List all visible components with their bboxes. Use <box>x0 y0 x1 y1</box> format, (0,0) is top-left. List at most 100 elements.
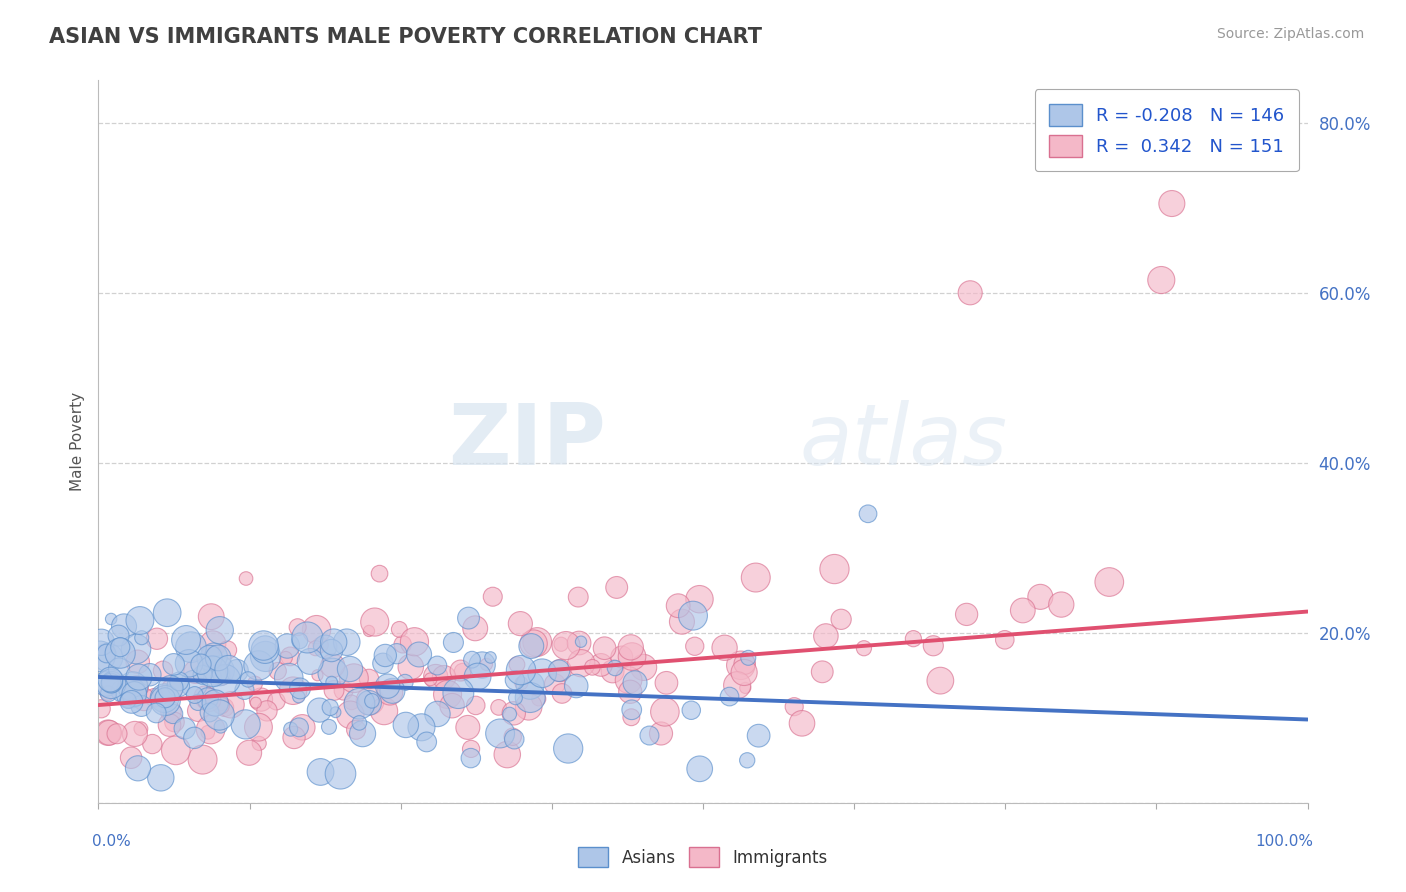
Point <box>551 686 574 700</box>
Point <box>502 706 524 721</box>
Point <box>593 641 616 656</box>
Point <box>460 751 482 765</box>
Point <box>441 635 464 649</box>
Point <box>419 673 441 687</box>
Point <box>100 612 122 626</box>
Point <box>527 691 550 706</box>
Point <box>107 629 129 643</box>
Point <box>100 676 122 690</box>
Point <box>498 707 520 722</box>
Point <box>288 681 311 696</box>
Point <box>619 685 641 699</box>
Point <box>359 694 381 708</box>
Point <box>610 650 633 665</box>
Point <box>457 611 479 625</box>
Point <box>98 725 121 739</box>
Point <box>479 650 502 665</box>
Point <box>183 677 205 691</box>
Point <box>447 686 470 700</box>
Point <box>153 690 176 705</box>
Point <box>211 670 233 684</box>
Point <box>602 665 624 679</box>
Point <box>681 703 703 717</box>
Point <box>506 657 529 672</box>
Point <box>184 688 207 702</box>
Point <box>122 687 145 701</box>
Point <box>108 646 131 660</box>
Point <box>247 658 270 673</box>
Point <box>352 727 374 741</box>
Point <box>297 631 319 645</box>
Point <box>180 640 202 655</box>
Point <box>496 747 519 762</box>
Point <box>219 698 242 712</box>
Point <box>467 669 489 683</box>
Point <box>548 664 571 678</box>
Point <box>1050 598 1073 612</box>
Point <box>856 507 879 521</box>
Point <box>277 671 299 685</box>
Point <box>517 699 540 714</box>
Point <box>96 686 118 700</box>
Point <box>121 695 143 709</box>
Point <box>238 746 260 760</box>
Point <box>129 614 152 628</box>
Point <box>247 720 270 734</box>
Point <box>233 682 256 697</box>
Point <box>510 663 533 677</box>
Point <box>97 687 120 701</box>
Point <box>305 623 328 637</box>
Point <box>555 639 578 653</box>
Point <box>510 676 533 690</box>
Point <box>111 684 134 698</box>
Legend: Asians, Immigrants: Asians, Immigrants <box>572 840 834 874</box>
Point <box>127 761 149 775</box>
Point <box>349 715 371 730</box>
Point <box>683 640 706 654</box>
Point <box>461 653 484 667</box>
Point <box>357 672 380 686</box>
Point <box>332 683 354 698</box>
Point <box>502 730 524 744</box>
Point <box>748 729 770 743</box>
Point <box>395 718 418 732</box>
Point <box>733 665 755 680</box>
Point <box>426 706 449 721</box>
Point <box>197 725 219 739</box>
Point <box>725 678 748 692</box>
Point <box>621 649 644 664</box>
Point <box>620 710 643 724</box>
Point <box>955 607 977 622</box>
Point <box>162 706 184 721</box>
Point <box>145 706 167 720</box>
Point <box>565 679 588 693</box>
Point <box>344 723 367 737</box>
Point <box>159 718 181 732</box>
Point <box>191 667 214 681</box>
Point <box>281 683 304 698</box>
Point <box>603 661 626 675</box>
Point <box>98 673 121 687</box>
Point <box>451 665 474 679</box>
Point <box>190 657 212 672</box>
Point <box>117 693 139 707</box>
Point <box>371 657 394 671</box>
Text: Source: ZipAtlas.com: Source: ZipAtlas.com <box>1216 27 1364 41</box>
Text: ZIP: ZIP <box>449 400 606 483</box>
Point <box>1160 196 1182 211</box>
Point <box>325 705 347 719</box>
Point <box>520 639 543 653</box>
Point <box>531 666 554 681</box>
Point <box>824 562 846 576</box>
Point <box>243 676 266 690</box>
Point <box>266 694 288 708</box>
Point <box>734 681 756 695</box>
Point <box>149 771 172 785</box>
Point <box>309 764 332 779</box>
Point <box>503 673 526 688</box>
Point <box>201 665 224 679</box>
Point <box>1098 574 1121 589</box>
Point <box>97 725 120 739</box>
Point <box>194 690 217 704</box>
Point <box>457 720 479 734</box>
